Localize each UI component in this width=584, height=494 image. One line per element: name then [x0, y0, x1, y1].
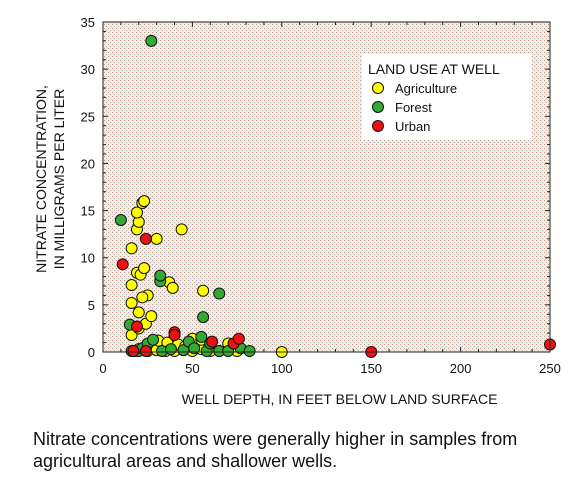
point-urban — [232, 332, 245, 345]
axis-titles: WELL DEPTH, IN FEET BELOW LAND SURFACE N… — [33, 85, 497, 407]
legend-label-urban: Urban — [395, 119, 430, 134]
legend-marker-urban — [372, 120, 384, 132]
point-agriculture — [175, 223, 188, 236]
plot-frame — [102, 21, 551, 353]
point-agriculture — [125, 242, 138, 255]
x-tick-label: 200 — [450, 361, 472, 376]
point-forest — [188, 342, 201, 355]
point-urban — [206, 335, 219, 348]
legend-marker-agriculture — [372, 82, 384, 94]
figure-caption: Nitrate concentrations were generally hi… — [33, 429, 518, 471]
point-forest — [154, 269, 167, 282]
y-tick-label: 15 — [81, 204, 95, 219]
x-tick-label: 50 — [185, 361, 199, 376]
point-agriculture — [136, 291, 149, 304]
point-forest — [147, 333, 160, 346]
legend-title: LAND USE AT WELL — [368, 61, 500, 77]
point-forest — [164, 343, 177, 356]
point-agriculture — [130, 206, 143, 219]
point-forest — [114, 214, 127, 226]
point-agriculture — [138, 262, 151, 275]
y-axis-title-line2: IN MILLIGRAMS PER LITER — [51, 89, 67, 269]
data-points — [114, 34, 556, 358]
point-agriculture — [145, 310, 158, 323]
y-tick-label: 0 — [88, 345, 95, 360]
point-forest — [197, 311, 210, 324]
point-forest — [195, 330, 208, 343]
point-agriculture — [166, 281, 179, 294]
x-axis-title: WELL DEPTH, IN FEET BELOW LAND SURFACE — [182, 391, 498, 407]
point-agriculture — [197, 284, 210, 297]
point-agriculture — [125, 296, 138, 309]
point-forest — [145, 34, 158, 47]
y-tick-label: 25 — [81, 109, 95, 124]
point-urban — [127, 345, 140, 358]
point-agriculture — [132, 306, 145, 319]
point-agriculture — [150, 232, 163, 245]
x-tick-label: 250 — [539, 361, 561, 376]
legend-marker-forest — [372, 101, 384, 113]
x-tick-label: 0 — [99, 361, 106, 376]
point-urban — [139, 232, 152, 245]
point-agriculture — [125, 279, 138, 292]
legend-box — [362, 54, 532, 140]
point-agriculture — [138, 195, 151, 208]
y-tick-label: 5 — [88, 298, 95, 313]
series-forest — [114, 34, 256, 358]
y-tick-label: 35 — [81, 15, 95, 30]
point-urban — [139, 345, 152, 358]
x-tick-label: 150 — [360, 361, 382, 376]
scatter-chart: 0 50 100 150 200 250 0 5 10 15 20 25 30 35 WELL DEPTH… — [33, 15, 561, 407]
y-axis-title-line1: NITRATE CONCENTRATION, — [33, 85, 49, 273]
y-tick-label: 20 — [81, 156, 95, 171]
legend-label-agriculture: Agriculture — [395, 81, 457, 96]
axis-ticks: 0 50 100 150 200 250 0 5 10 15 20 25 30 35 — [81, 15, 561, 376]
legend-label-forest: Forest — [395, 100, 432, 115]
point-urban — [130, 320, 143, 333]
y-tick-label: 10 — [81, 251, 95, 266]
point-forest — [243, 345, 256, 358]
x-tick-label: 100 — [271, 361, 293, 376]
y-tick-label: 30 — [81, 62, 95, 77]
point-urban — [116, 258, 129, 271]
point-urban — [168, 329, 181, 342]
point-forest — [213, 287, 226, 300]
legend: LAND USE AT WELL Agriculture Forest Urban — [362, 54, 532, 140]
